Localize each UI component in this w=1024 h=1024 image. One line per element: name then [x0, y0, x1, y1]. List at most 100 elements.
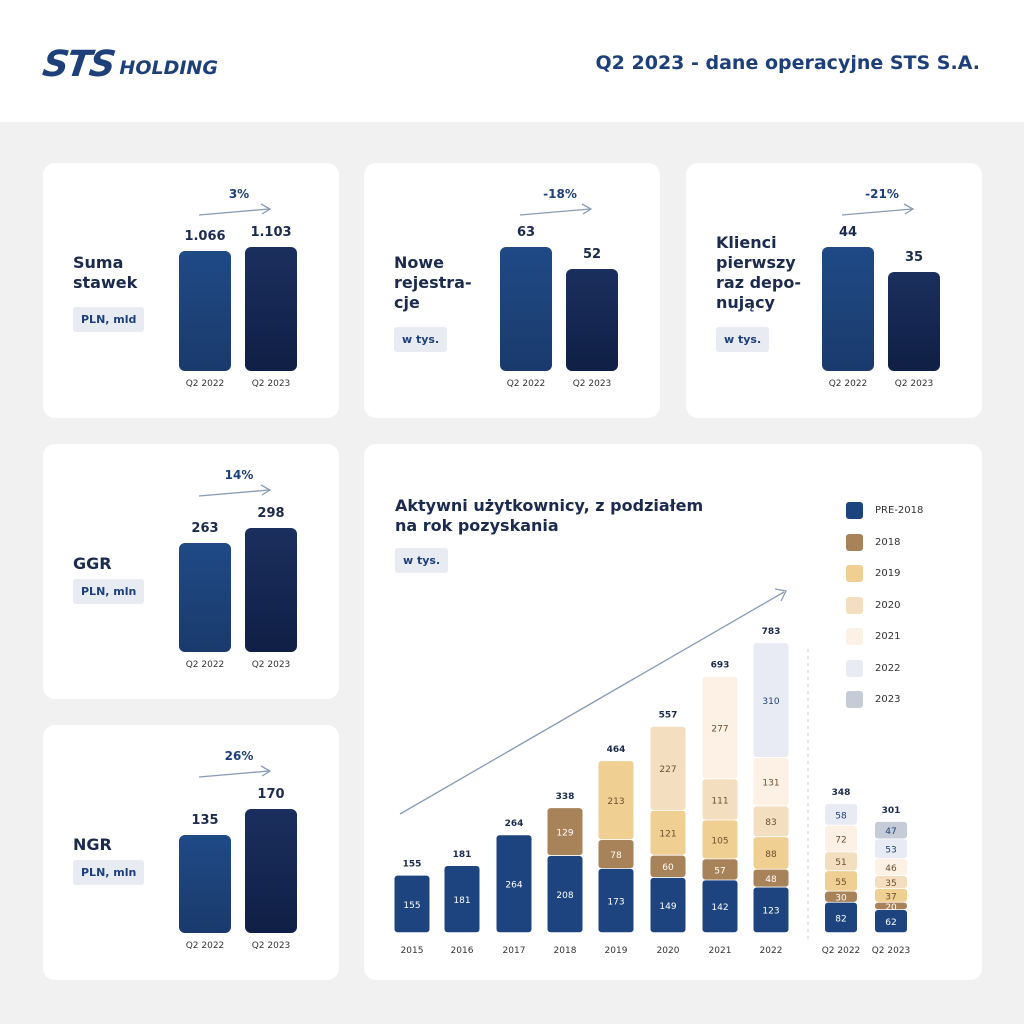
kpi-title-line: GGR	[73, 554, 112, 573]
bar-segment-2018	[702, 859, 738, 880]
logo-mark: STS	[40, 44, 117, 85]
kpi-period-label: Q2 2022	[828, 379, 868, 389]
chart-title-line-1: Aktywni użytkownicy, z podziałem	[395, 496, 704, 515]
segment-value-label: 142	[711, 903, 728, 913]
kpi-title: Suma stawek	[73, 253, 173, 293]
chart-title-line-2: na rok pozyskania	[395, 516, 559, 535]
page-title: Q2 2023 - dane operacyjne STS S.A.	[595, 52, 980, 74]
bar-segment-pre-2018	[650, 877, 686, 933]
bar-segment-2023	[875, 821, 907, 839]
segment-value-label: 310	[762, 697, 779, 707]
trend-arrow-head-icon	[774, 588, 787, 602]
kpi-period-label: Q2 2023	[251, 379, 291, 389]
segment-value-label: 53	[885, 846, 896, 856]
kpi-title-line: pierwszy	[716, 253, 796, 272]
kpi-card-suma-stawek: Suma stawek PLN, mld 1.066 Q2 2022 1.103 Q2 20…	[43, 163, 339, 418]
bar-segment-2019	[875, 888, 907, 902]
kpi-title: Nowe rejestra-cje	[394, 253, 494, 313]
x-axis-tick-label: Q2 2022	[822, 946, 861, 956]
bar-segment-2021	[753, 757, 789, 806]
trend-arrow-icon	[198, 484, 272, 497]
bar-segment-2018	[875, 902, 907, 910]
segment-value-label: 35	[885, 879, 896, 889]
segment-value-label: 131	[762, 779, 779, 789]
legend-swatch	[846, 502, 863, 519]
chart-unit-badge: w tys.	[395, 548, 449, 573]
segment-value-label: 48	[765, 875, 777, 885]
bar-total-label: 181	[453, 850, 472, 860]
kpi-period-label: Q2 2023	[572, 379, 612, 389]
legend-label: PRE-2018	[875, 505, 924, 516]
segment-value-label: 111	[711, 796, 728, 806]
bar-total-label: 338	[556, 792, 575, 802]
active-users-card: Aktywni użytkownicy, z podziałem na rok …	[364, 444, 982, 980]
segment-value-label: 58	[835, 811, 847, 821]
bar-segment-2019	[650, 810, 686, 855]
sts-holding-logo: STS HOLDING	[40, 44, 218, 85]
segment-value-label: 55	[835, 878, 846, 888]
segment-value-label: 83	[765, 818, 776, 828]
kpi-value-label: 1.066	[184, 229, 226, 244]
bar-segment-2020	[825, 852, 857, 871]
segment-value-label: 121	[659, 830, 676, 840]
legend-label: 2020	[875, 599, 901, 611]
segment-value-label: 78	[610, 851, 622, 861]
segment-value-label: 47	[885, 827, 896, 837]
segment-value-label: 173	[607, 897, 624, 907]
segment-value-label: 213	[607, 797, 624, 807]
bar-segment-2019	[825, 871, 857, 891]
legend-label: 2019	[875, 568, 901, 579]
kpi-bar-q2-2022	[500, 247, 552, 371]
kpi-bar-q2-2022	[822, 247, 874, 371]
legend-swatch	[846, 533, 863, 551]
bar-total-label: 557	[659, 711, 678, 721]
bar-segment-2022	[753, 643, 789, 758]
segment-value-label: 72	[835, 835, 846, 845]
kpi-unit-badge: PLN, mld	[73, 307, 145, 332]
segment-value-label: 129	[556, 829, 573, 839]
kpi-title-line: Klienci	[716, 233, 777, 252]
segment-value-label: 51	[835, 858, 846, 868]
bar-segment-2018	[650, 855, 686, 878]
legend-item: 2020	[846, 596, 901, 614]
kpi-value-label: 44	[838, 225, 858, 240]
legend-swatch	[846, 565, 863, 582]
x-axis-tick-label: 2020	[657, 946, 680, 956]
kpi-bar-q2-2023	[245, 247, 297, 371]
kpi-title-line: Nowe	[394, 253, 445, 272]
segment-value-label: 62	[885, 918, 896, 928]
segment-value-label: 181	[453, 896, 470, 906]
segment-value-label: 123	[762, 907, 779, 917]
bar-total-label: 301	[882, 806, 901, 816]
kpi-period-label: Q2 2022	[185, 660, 225, 670]
kpi-title-line: raz depo-	[716, 273, 801, 292]
legend-item: 2021	[846, 628, 900, 645]
bar-segment-2018	[547, 808, 583, 856]
logo-subtitle: HOLDING	[119, 56, 218, 79]
kpi-title-line: NGR	[73, 835, 112, 854]
kpi-value-label: 63	[516, 225, 536, 240]
kpi-title-line: Suma	[73, 253, 124, 272]
segment-value-label: 88	[765, 850, 777, 860]
kpi-value-label: 35	[904, 250, 924, 265]
segment-value-label: 60	[662, 863, 674, 873]
bar-segment-pre-2018	[547, 855, 583, 933]
segment-value-label: 46	[885, 864, 897, 874]
kpi-unit-badge: w tys.	[716, 327, 770, 352]
bar-total-label: 264	[505, 819, 524, 829]
kpi-bar-q2-2023	[888, 272, 940, 371]
legend-item: 2022	[846, 659, 900, 677]
kpi-unit-badge: PLN, mln	[73, 860, 145, 885]
bar-total-label: 693	[711, 661, 730, 671]
segment-value-label: 82	[835, 914, 846, 924]
kpi-change-label: -18%	[543, 187, 577, 201]
bar-total-label: 348	[832, 788, 851, 798]
kpi-card-nowe-rejestracje: Nowe rejestra-cje w tys. 63 Q2 2022 52 Q2 2023…	[364, 163, 660, 418]
bar-segment-2022	[875, 839, 907, 859]
page-header: STS HOLDING Q2 2023 - dane operacyjne ST…	[0, 0, 1024, 122]
kpi-bar-q2-2023	[566, 269, 618, 371]
kpi-period-label: Q2 2022	[185, 941, 225, 951]
bar-total-label: 155	[403, 860, 422, 870]
bar-segment-2021	[825, 825, 857, 852]
kpi-title: NGR	[73, 835, 173, 855]
